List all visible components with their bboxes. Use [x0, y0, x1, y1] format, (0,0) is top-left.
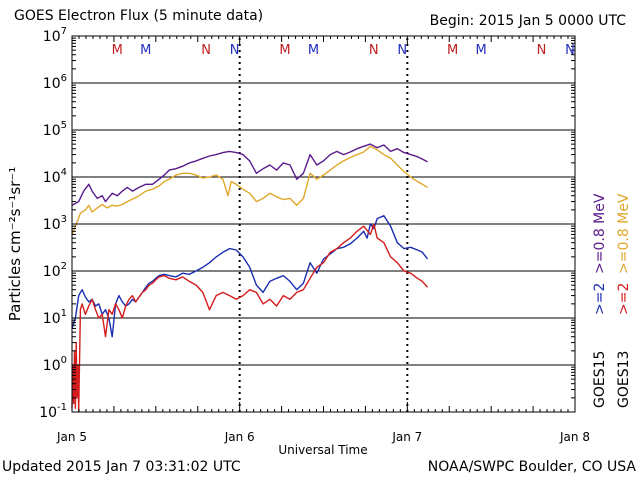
satellite-marker: N	[565, 43, 575, 58]
series-layer	[71, 143, 429, 413]
y-tick-label: 107	[43, 26, 67, 45]
satellite-marker: M	[475, 43, 486, 58]
satellite-marker: N	[201, 43, 211, 58]
x-tick-label: Jan 8	[559, 430, 590, 444]
satellite-marker: M	[308, 43, 319, 58]
goes13-08mev-label: >=0.8 MeV	[616, 193, 632, 274]
y-tick-label: 106	[43, 73, 67, 92]
y-axis-label: Particles cm⁻²s⁻¹sr⁻¹	[6, 167, 24, 321]
x-tick-label: Jan 5	[56, 430, 87, 444]
satellite-marker: N	[230, 43, 240, 58]
y-tick-label: 104	[43, 167, 67, 186]
x-tick-label: Jan 6	[224, 430, 255, 444]
satellite-marker: N	[369, 43, 379, 58]
goes15-08mev-label: >=0.8 MeV	[592, 193, 608, 274]
goes13-label: GOES13	[616, 351, 632, 408]
satellite-marker: N	[537, 43, 547, 58]
y-tick-label: 102	[43, 261, 67, 280]
goes15-2mev-label: >=2	[592, 283, 608, 315]
y-tick-label: 101	[43, 308, 67, 327]
series-g13_2	[71, 223, 429, 413]
goes13-2mev-label: >=2	[616, 283, 632, 315]
chart-title: GOES Electron Flux (5 minute data)	[14, 8, 264, 24]
satellite-marker: M	[112, 43, 123, 58]
x-axis-label: Universal Time	[278, 443, 367, 457]
grid-layer	[72, 38, 575, 412]
satellite-marker: M	[279, 43, 290, 58]
y-tick-label: 10-1	[39, 402, 67, 421]
series-g13_08	[71, 145, 428, 235]
x-tick-label: Jan 7	[391, 430, 422, 444]
axis-layer: 10-1 100 101 102 103 104 105 106 107 Jan 5 Jan 6 Ja…	[39, 26, 590, 444]
series-g15_08	[71, 143, 428, 206]
series-g15_2	[71, 214, 429, 338]
satellite-marker: M	[140, 43, 151, 58]
y-tick-label: 103	[43, 214, 67, 233]
updated-timestamp: Updated 2015 Jan 7 03:31:02 UTC	[2, 459, 241, 475]
satellite-marker: N	[397, 43, 407, 58]
credit-label: NOAA/SWPC Boulder, CO USA	[427, 459, 636, 475]
satellite-marker: M	[447, 43, 458, 58]
begin-time-label: Begin: 2015 Jan 5 0000 UTC	[429, 13, 626, 29]
goes15-label: GOES15	[592, 351, 608, 408]
y-tick-label: 100	[43, 355, 67, 374]
y-tick-label: 105	[43, 120, 67, 139]
